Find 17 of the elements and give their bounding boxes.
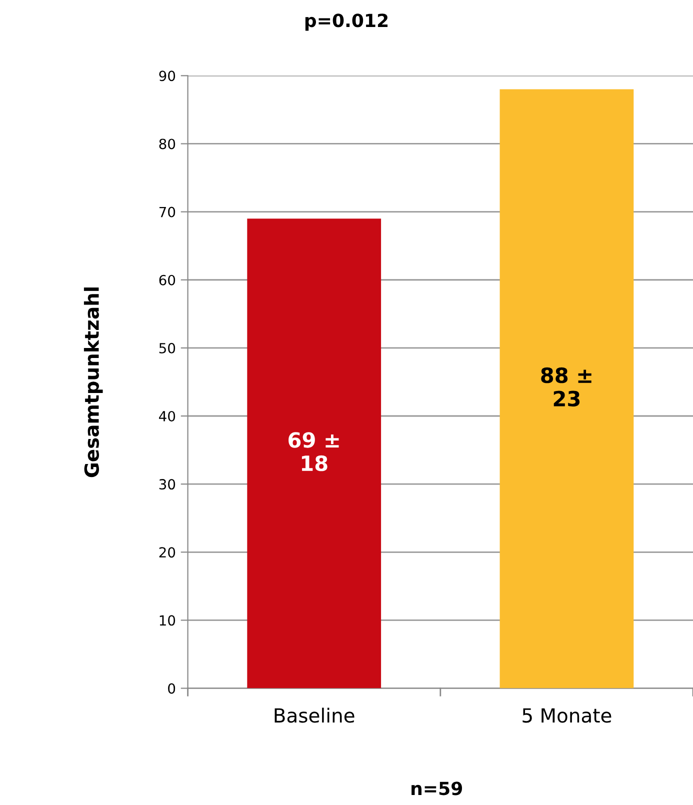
- y-tick-label: 10: [160, 615, 176, 626]
- y-tick-label: 70: [159, 206, 176, 218]
- x-tick-label: Baseline: [274, 708, 354, 723]
- x-tick-label: 5 Monate: [522, 708, 612, 723]
- y-tick-label: 30: [159, 479, 176, 490]
- data-label: 69 ± 18: [288, 432, 339, 472]
- chart-title: p=0.012: [305, 14, 388, 31]
- y-tick-label: 80: [159, 138, 176, 150]
- y-tick-label: 20: [159, 547, 176, 558]
- y-tick-label: 90: [159, 70, 176, 82]
- data-label: 88 ± 23: [541, 367, 592, 406]
- y-tick-label: 60: [159, 274, 176, 286]
- y-tick-label: 50: [159, 342, 176, 354]
- y-axis-title: Gesamtpunktzahl: [84, 288, 103, 478]
- y-tick-label: 40: [159, 410, 176, 422]
- text: n=59: [412, 782, 462, 796]
- y-tick-label: 0: [168, 683, 176, 694]
